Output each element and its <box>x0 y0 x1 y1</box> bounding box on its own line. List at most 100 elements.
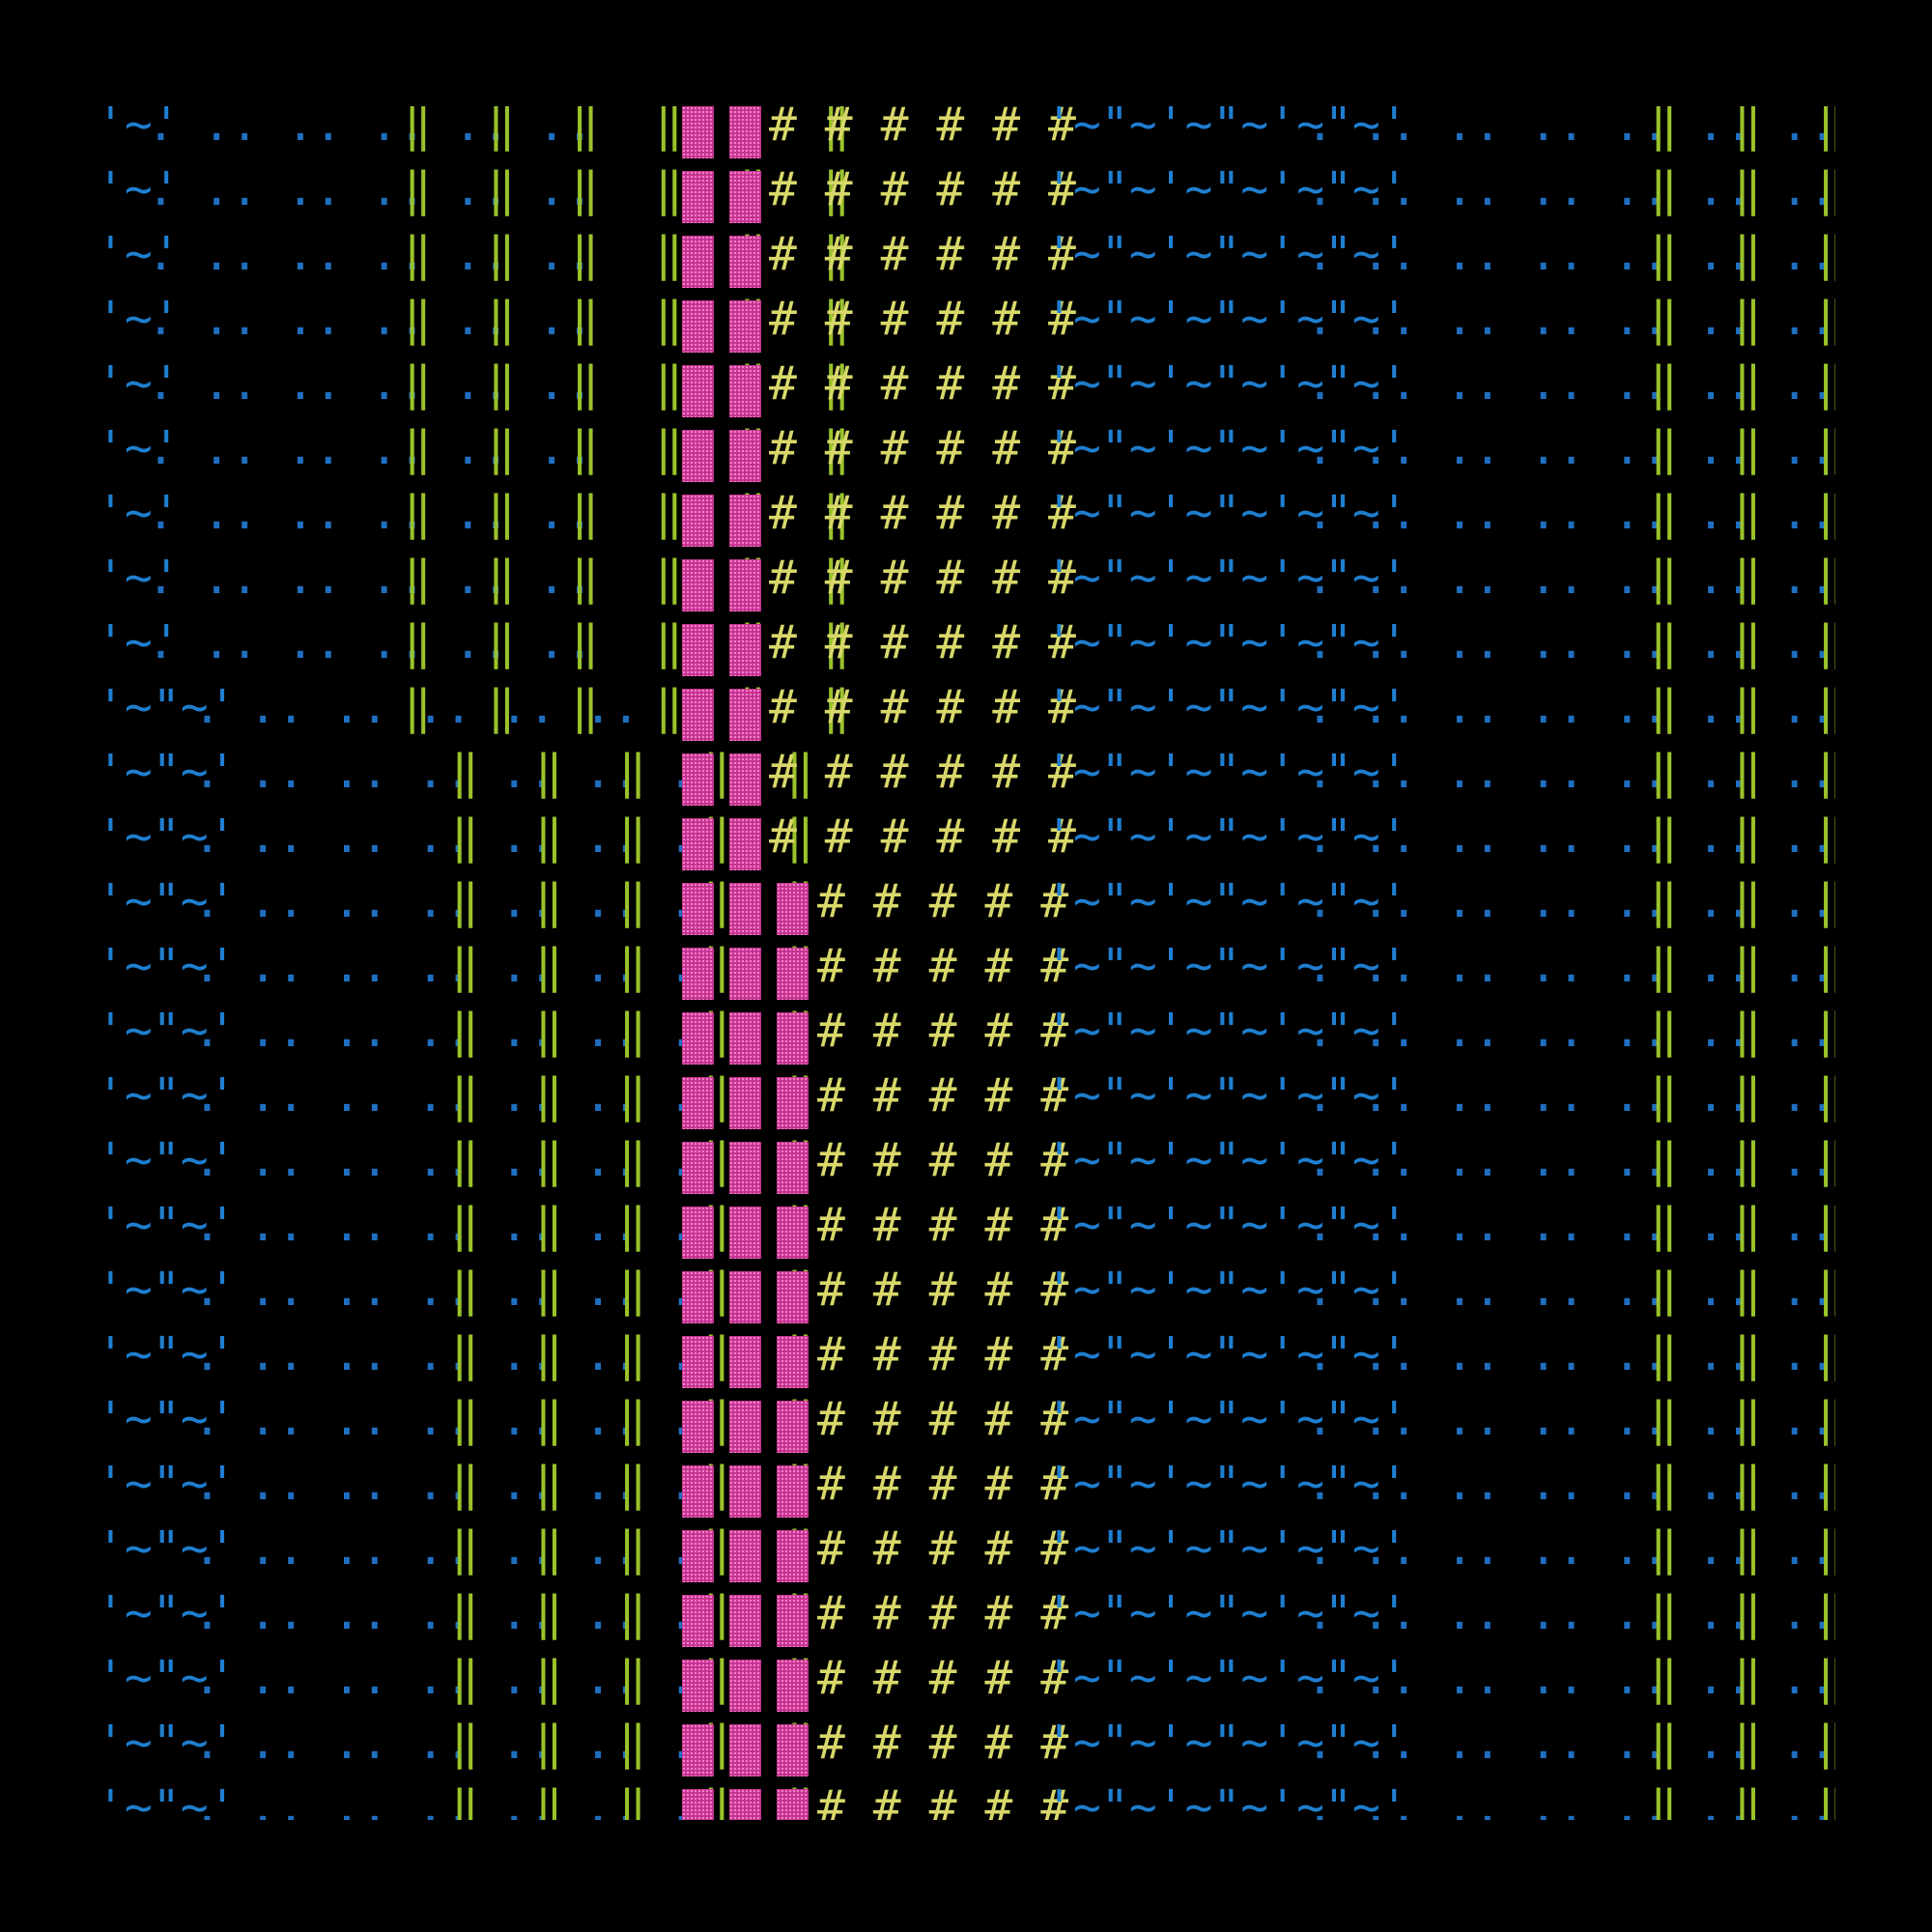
pink-block <box>777 1142 809 1194</box>
row-hashes: # # # # # <box>817 1004 1069 1058</box>
row-right-bars: ‖ ‖ ‖ ‖ <box>1650 1651 1835 1705</box>
row-right-dots: . .. .. .. .. .. .. <box>1306 1521 1835 1576</box>
pink-block <box>777 1789 809 1833</box>
pink-block <box>777 1336 809 1388</box>
row-right-dots: . .. .. .. .. .. .. <box>1306 1716 1835 1770</box>
row-prefix: '~"~' <box>97 1651 237 1705</box>
row-right-dots: . .. .. .. .. .. .. <box>1306 1392 1835 1446</box>
terminal-row: '~"~'. .. .. .. .. .. .. ‖ ‖ ‖ ‖ ‖ # # # #… <box>97 1322 1835 1388</box>
pink-block <box>682 1789 714 1833</box>
pink-block <box>777 1724 809 1776</box>
row-green-bars: ‖ ‖ ‖ ‖ ‖ <box>451 745 814 799</box>
terminal-rows: '~'. .. .. .. .. .. ‖ ‖ ‖ ‖ ‖ ‖ # # # # # … <box>97 93 1835 1833</box>
row-prefix: '~"~' <box>97 1521 237 1576</box>
row-left-dots: . .. .. .. .. .. <box>147 486 594 540</box>
row-left-dots: . .. .. .. .. .. <box>147 551 594 605</box>
row-right-bars: ‖ ‖ ‖ ‖ <box>1650 356 1835 411</box>
row-right-bars: ‖ ‖ ‖ ‖ <box>1650 1068 1835 1122</box>
row-prefix: '~"~' <box>97 1068 237 1122</box>
row-green-bars: ‖ ‖ ‖ ‖ ‖ ‖ <box>404 162 851 216</box>
pink-block <box>682 106 714 158</box>
row-hashes: # # # # # <box>817 1586 1069 1640</box>
row-prefix: '~' <box>97 486 181 540</box>
pink-block <box>682 948 714 1000</box>
row-right-dots: . .. .. .. .. .. .. <box>1306 1004 1835 1058</box>
row-hashes: # # # # # <box>817 1651 1069 1705</box>
row-right-bars: ‖ ‖ ‖ ‖ <box>1650 1327 1835 1381</box>
terminal-screen: '~'. .. .. .. .. .. ‖ ‖ ‖ ‖ ‖ ‖ # # # # # … <box>97 93 1835 1833</box>
row-tilde-group: '~"~'~"~'~"~' <box>1045 615 1408 669</box>
row-right-dots: . .. .. .. .. .. .. <box>1306 1586 1835 1640</box>
row-prefix: '~' <box>97 292 181 346</box>
pink-block <box>682 1530 714 1582</box>
pink-block <box>729 1660 761 1712</box>
row-tilde-group: '~"~'~"~'~"~' <box>1045 1068 1408 1122</box>
row-tilde-group: '~"~'~"~'~"~' <box>1045 1457 1408 1511</box>
pink-block <box>682 1465 714 1518</box>
pink-block <box>729 818 761 870</box>
row-prefix: '~"~' <box>97 810 237 864</box>
pink-block <box>729 1401 761 1453</box>
row-tilde-group: '~"~'~"~'~"~' <box>1045 486 1408 540</box>
row-hashes: # # # # # # <box>769 356 1076 411</box>
row-left-dots: . .. .. .. .. .. .. <box>193 1586 724 1640</box>
pink-block <box>682 1142 714 1194</box>
terminal-row: '~"~'. .. .. .. .. .. .. ‖ ‖ ‖ ‖ ‖ # # # #… <box>97 999 1835 1065</box>
pink-block <box>682 1595 714 1647</box>
pink-block <box>729 883 761 935</box>
row-green-bars: ‖ ‖ ‖ ‖ ‖ ‖ <box>404 292 851 346</box>
row-hashes: # # # # # # <box>769 227 1076 281</box>
row-green-bars: ‖ ‖ ‖ ‖ ‖ <box>451 1521 814 1576</box>
row-left-dots: . .. .. .. .. .. <box>147 98 594 152</box>
pink-block <box>729 1465 761 1518</box>
pink-block <box>682 1012 714 1065</box>
row-tilde-group: '~"~'~"~'~"~' <box>1045 1586 1408 1640</box>
row-green-bars: ‖ ‖ ‖ ‖ ‖ ‖ <box>404 356 851 411</box>
row-tilde-group: '~"~'~"~'~"~' <box>1045 810 1408 864</box>
row-hashes: # # # # # <box>817 1327 1069 1381</box>
row-prefix: '~"~' <box>97 1327 237 1381</box>
row-hashes: # # # # # <box>817 1263 1069 1317</box>
row-prefix: '~"~' <box>97 745 237 799</box>
pink-block <box>777 1660 809 1712</box>
row-hashes: # # # # # # <box>769 421 1076 475</box>
pink-block <box>777 1207 809 1259</box>
pink-block <box>682 430 714 482</box>
row-prefix: '~"~' <box>97 939 237 993</box>
pink-block <box>729 495 761 547</box>
row-prefix: '~"~' <box>97 1004 237 1058</box>
row-green-bars: ‖ ‖ ‖ ‖ ‖ <box>451 1392 814 1446</box>
row-hashes: # # # # # <box>817 874 1069 928</box>
row-prefix: '~"~' <box>97 1457 237 1511</box>
pink-block <box>682 1724 714 1776</box>
terminal-row: '~"~'. .. .. .. .. .. .. ‖ ‖ ‖ ‖ ‖ # # # #… <box>97 1581 1835 1647</box>
pink-block <box>682 1271 714 1323</box>
row-hashes: # # # # # # <box>769 810 1076 864</box>
pink-block <box>682 1077 714 1129</box>
row-right-bars: ‖ ‖ ‖ ‖ <box>1650 98 1835 152</box>
pink-block <box>777 1012 809 1065</box>
row-right-dots: . .. .. .. .. .. .. <box>1306 486 1835 540</box>
row-right-bars: ‖ ‖ ‖ ‖ <box>1650 1716 1835 1770</box>
terminal-row: '~"~'. .. .. .. .. .. .. ‖ ‖ ‖ ‖ ‖ # # # #… <box>97 1517 1835 1582</box>
row-right-dots: . .. .. .. .. .. .. <box>1306 227 1835 281</box>
row-right-bars: ‖ ‖ ‖ ‖ <box>1650 1004 1835 1058</box>
row-hashes: # # # # # # <box>769 551 1076 605</box>
row-prefix: '~"~' <box>97 1263 237 1317</box>
row-green-bars: ‖ ‖ ‖ ‖ ‖ ‖ <box>404 615 851 669</box>
pink-block <box>777 948 809 1000</box>
row-left-dots: . .. .. .. .. .. <box>147 421 594 475</box>
pink-block <box>777 1465 809 1518</box>
pink-block <box>682 1401 714 1453</box>
pink-block <box>729 106 761 158</box>
terminal-row: '~'. .. .. .. .. .. ‖ ‖ ‖ ‖ ‖ ‖ # # # # # … <box>97 546 1835 611</box>
row-right-dots: . .. .. .. .. .. .. <box>1306 1198 1835 1252</box>
row-right-bars: ‖ ‖ ‖ ‖ <box>1650 1521 1835 1576</box>
row-hashes: # # # # # # <box>769 486 1076 540</box>
terminal-row: '~"~'. .. .. .. .. .. .. ‖ ‖ ‖ ‖ ‖ # # # #… <box>97 1776 1835 1833</box>
row-tilde-group: '~"~'~"~'~"~' <box>1045 1198 1408 1252</box>
row-tilde-group: '~"~'~"~'~"~' <box>1045 939 1408 993</box>
row-prefix: '~"~' <box>97 1586 237 1640</box>
row-prefix: '~' <box>97 615 181 669</box>
pink-block <box>777 1530 809 1582</box>
